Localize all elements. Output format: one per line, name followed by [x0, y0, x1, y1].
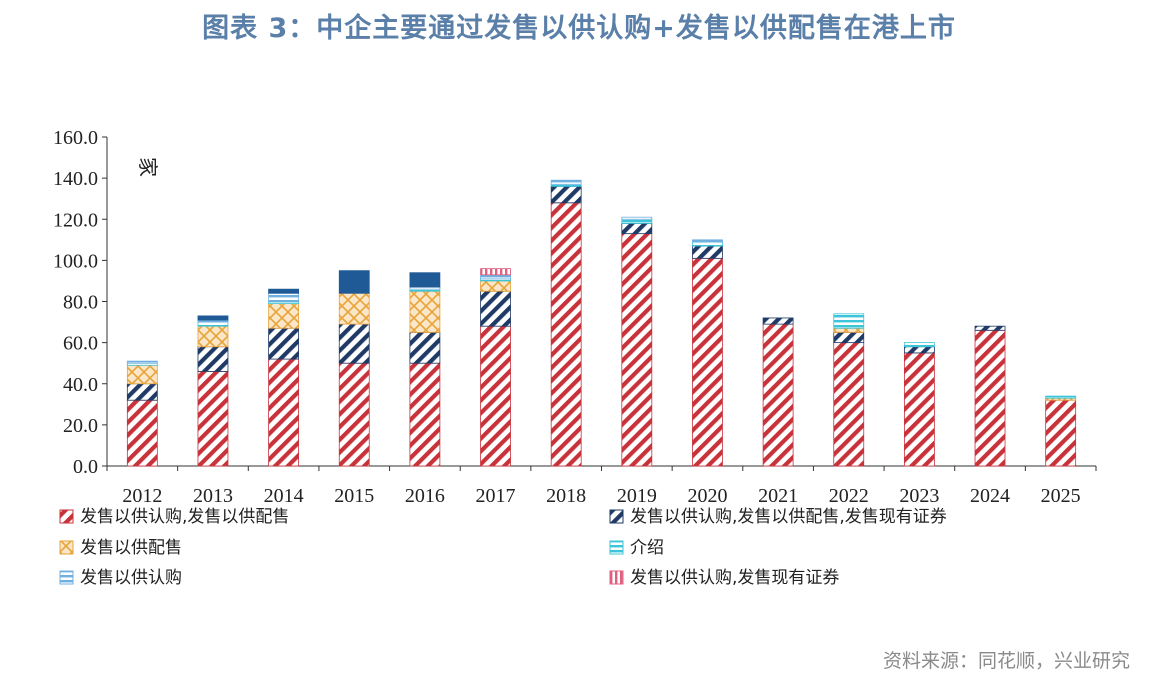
- legend-label: 发售以供认购,发售以供配售: [80, 507, 289, 527]
- bar-segment: [197, 325, 229, 348]
- bar-segment: [621, 218, 653, 224]
- x-tick-label: 2013: [193, 485, 233, 507]
- bar-segment: [833, 327, 865, 333]
- bar-segment: [268, 292, 300, 302]
- bar-segment: [480, 274, 511, 280]
- bar-segment: [550, 179, 582, 185]
- y-tick-label: 140.0: [53, 168, 98, 190]
- x-tick-label: 2019: [617, 485, 657, 507]
- bar-segment: [974, 325, 1006, 331]
- bar-segment: [126, 360, 158, 364]
- bar-segment: [621, 222, 653, 235]
- bar-segment: [338, 270, 370, 294]
- y-tick-label: 120.0: [53, 209, 98, 231]
- bar-segment: [126, 383, 158, 401]
- legend-swatch: [609, 540, 624, 555]
- chart-title: 图表 3：中企主要通过发售以供认购+发售以供配售在港上市: [202, 13, 956, 44]
- bar-segment: [480, 268, 511, 276]
- x-tick-label: 2024: [970, 485, 1010, 507]
- bar-segment: [338, 362, 370, 467]
- bar-segment: [762, 317, 794, 325]
- bar-segment: [268, 358, 300, 467]
- bar-segment: [621, 216, 653, 220]
- bar-segment: [409, 272, 441, 288]
- x-tick-label: 2021: [758, 485, 798, 507]
- y-tick-label: 20.0: [63, 415, 98, 437]
- bar-segment: [126, 399, 158, 467]
- bar-segment: [338, 323, 370, 364]
- bar-segment: [268, 288, 300, 294]
- bar-segment: [621, 233, 653, 467]
- bar-segment: [903, 352, 935, 467]
- legend-swatch: [609, 570, 624, 585]
- legend-swatch: [59, 570, 74, 585]
- bar-segment: [1045, 395, 1077, 399]
- legend-label: 发售以供认购: [80, 568, 182, 588]
- y-tick-label: 40.0: [63, 374, 98, 396]
- legend-label: 发售以供认购,发售现有证券: [630, 568, 839, 588]
- y-tick-label: 80.0: [63, 292, 98, 314]
- bar-segment: [197, 321, 229, 327]
- bar-segment: [409, 362, 441, 467]
- x-tick-label: 2016: [405, 485, 445, 507]
- bar-segment: [903, 342, 935, 348]
- bar-segment: [197, 346, 229, 372]
- source-note: 资料来源：同花顺，兴业研究: [882, 650, 1130, 672]
- x-tick-label: 2012: [122, 485, 162, 507]
- x-tick-label: 2020: [687, 485, 727, 507]
- bar-segment: [480, 325, 511, 467]
- bar-segment: [480, 290, 511, 327]
- legend-label: 发售以供认购,发售以供配售,发售现有证券: [630, 507, 947, 527]
- bar-segment: [550, 185, 582, 204]
- bar-segment: [197, 371, 229, 467]
- y-tick-label: 0.0: [73, 456, 98, 478]
- legend-label: 介绍: [630, 538, 664, 558]
- x-tick-label: 2014: [264, 485, 304, 507]
- legend-swatch: [609, 509, 624, 524]
- bar-segment: [550, 202, 582, 467]
- legend-swatch: [59, 509, 74, 524]
- x-tick-label: 2023: [899, 485, 939, 507]
- bar-segment: [833, 313, 865, 329]
- y-tick-label: 160.0: [53, 127, 98, 149]
- x-tick-label: 2017: [476, 485, 516, 507]
- bar-segment: [692, 241, 723, 247]
- bar-segment: [1045, 399, 1077, 467]
- bar-segment: [833, 342, 865, 467]
- y-unit-label: 家: [136, 157, 159, 177]
- y-tick-label: 100.0: [53, 250, 98, 272]
- x-tick-label: 2022: [829, 485, 869, 507]
- x-tick-label: 2025: [1041, 485, 1081, 507]
- bar-segment: [268, 327, 300, 360]
- bar-segment: [692, 239, 723, 243]
- legend-swatch: [59, 540, 74, 555]
- bar-segment: [762, 323, 794, 467]
- bar-segment: [692, 257, 723, 467]
- x-tick-label: 2018: [546, 485, 586, 507]
- legend-label: 发售以供配售: [80, 538, 182, 558]
- bar-segment: [974, 329, 1006, 467]
- y-tick-label: 60.0: [63, 333, 98, 355]
- bar-segment: [903, 346, 935, 354]
- bar-segment: [338, 292, 370, 325]
- bar-segment: [409, 290, 441, 333]
- x-tick-label: 2015: [334, 485, 374, 507]
- bar-segment: [409, 331, 441, 364]
- bar-segment: [126, 364, 158, 385]
- bar-segment: [833, 331, 865, 344]
- bar-segment: [692, 245, 723, 259]
- bar-segment: [268, 303, 300, 329]
- bar-segment: [197, 315, 229, 321]
- bar-segment: [480, 280, 511, 292]
